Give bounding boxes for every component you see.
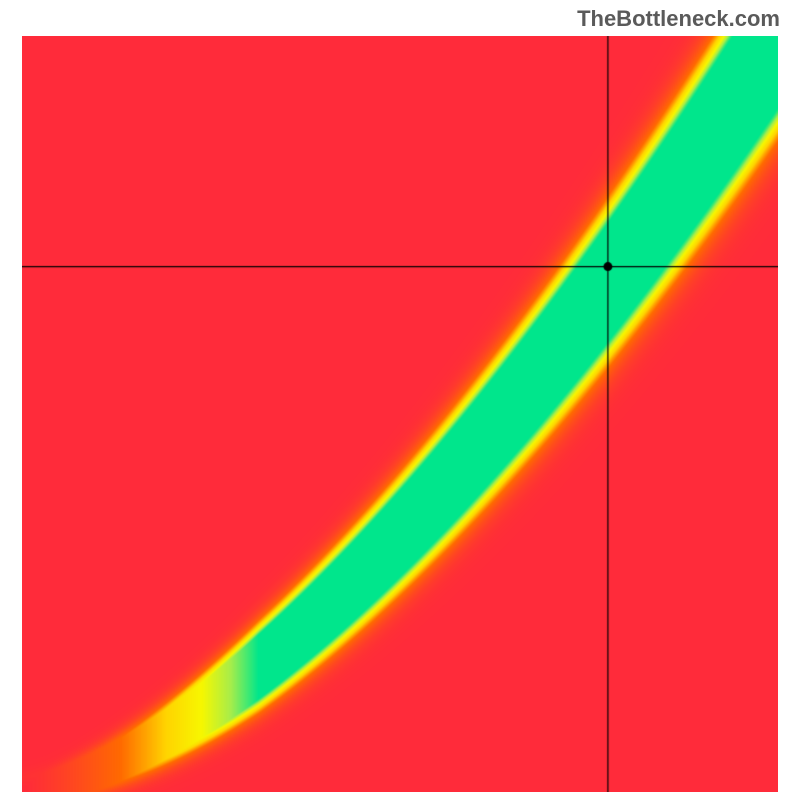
heatmap-chart [22, 36, 778, 792]
crosshair-overlay [22, 36, 778, 792]
watermark-text: TheBottleneck.com [577, 6, 780, 32]
